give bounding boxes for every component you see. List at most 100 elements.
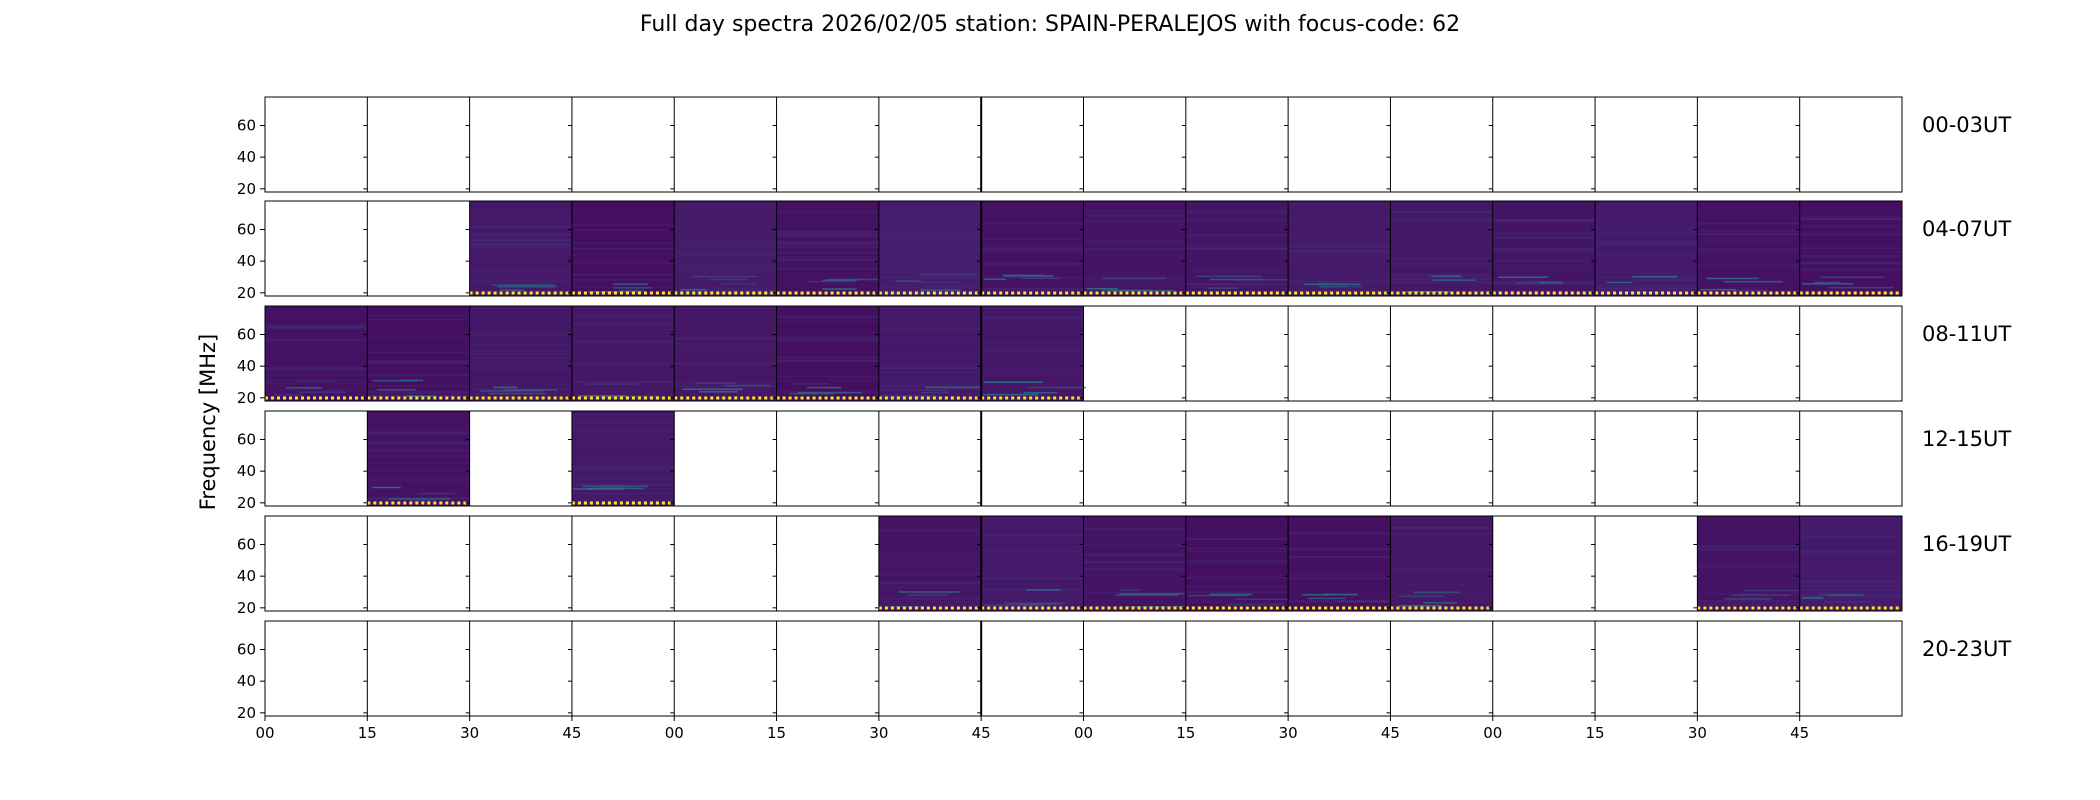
spectrum-streak [1288, 235, 1391, 238]
spectrum-streak [265, 344, 368, 347]
spectrum-streak [1799, 535, 1902, 538]
spectrum-streak [981, 235, 1084, 237]
spectrum-panel [1185, 516, 1293, 611]
spectrum-streak [1390, 262, 1493, 266]
spectrum-streak [776, 268, 879, 270]
spectrum-streak [878, 582, 982, 585]
row-frame [264, 515, 1903, 612]
spectrum-interference [1801, 597, 1824, 599]
y-tick-label: 40 [237, 148, 256, 166]
spectrum-streak [1799, 591, 1902, 594]
spectrum-streak [981, 524, 1084, 527]
spectrum-streak [367, 366, 470, 369]
spectrum-streak [981, 315, 1084, 317]
spectrum-streak [1492, 220, 1596, 223]
spectrum-streak [1083, 554, 1186, 556]
spectrum-streak [367, 427, 470, 430]
spectrum-streak [776, 234, 879, 237]
spectrum-streak [367, 431, 470, 434]
spectrum-streak [1185, 538, 1289, 540]
spectrum-panel [878, 306, 982, 401]
spectrum-interference [1706, 277, 1759, 280]
spectrum-streak [367, 315, 470, 317]
spectrum-streak [1697, 539, 1800, 541]
spectrum-panel [981, 516, 1084, 611]
spectrum-streak [571, 253, 675, 256]
spectrum-streak [1595, 267, 1698, 269]
spectrum-streak [571, 258, 675, 261]
chart-title: Full day spectra 2026/02/05 station: SPA… [639, 12, 1461, 37]
spectrum-streak [469, 225, 572, 229]
spectrum-interference [1125, 606, 1192, 608]
spectrum-streak [571, 363, 675, 366]
spectrum-streak [1697, 603, 1800, 606]
spectrum-background [571, 306, 675, 401]
spectrum-streak [571, 273, 675, 276]
spectrum-streak [367, 318, 470, 321]
spectrum-streak [1595, 272, 1698, 274]
spectrum-streak [1390, 583, 1493, 585]
spectrum-streak [367, 470, 470, 472]
spectrum-streak [367, 363, 470, 365]
spectrum-streak [1288, 555, 1391, 558]
y-tick-label: 60 [237, 536, 256, 554]
spectrum-streak [674, 337, 777, 340]
spectrum-interference [1101, 289, 1153, 292]
spectrum-interference [790, 393, 834, 395]
spectrum-streak [1083, 239, 1186, 242]
spectrum-streak [878, 574, 982, 577]
spectrum-streak [571, 224, 675, 227]
spectrum-streak [1697, 240, 1800, 242]
spectrum-streak [1083, 560, 1186, 564]
y-tick-label: 20 [237, 599, 256, 617]
spectrum-streak [571, 387, 675, 389]
spectrum-streak [1799, 251, 1902, 253]
spectrum-interference [499, 289, 525, 291]
spectrum-interference [807, 386, 842, 389]
spectrum-streak [571, 483, 675, 486]
spectrum-streak [1799, 247, 1902, 249]
spectrum-interference [1432, 279, 1477, 281]
spectrum-streak [1083, 215, 1186, 217]
spectrum-streak [1083, 255, 1186, 258]
spectrum-panel [981, 201, 1084, 296]
spectrum-streak [878, 235, 982, 238]
spectrum-interference [613, 283, 648, 285]
spectrum-streak [1595, 240, 1698, 242]
spectrum-streak [571, 247, 675, 250]
spectrum-streak [571, 459, 675, 462]
spectrum-interference [1619, 291, 1663, 293]
spectrum-streak [1083, 283, 1186, 285]
x-tick-label: 45 [972, 724, 991, 742]
spectrum-streak [571, 476, 675, 479]
spectrum-interference [573, 488, 624, 490]
spectrum-streak [674, 251, 777, 254]
spectrum-streak [469, 344, 572, 346]
spectrum-streak [1083, 210, 1186, 212]
spectrum-streak [878, 232, 982, 235]
spectrum-streak [571, 278, 675, 281]
spectrum-streak [1697, 545, 1800, 548]
spectrum-streak [1799, 225, 1902, 227]
spectrum-interference [480, 390, 545, 392]
spectrum-streak [265, 324, 368, 327]
spectrum-streak [1595, 287, 1698, 290]
spectrum-streak [776, 230, 879, 232]
spectrum-interference [1820, 276, 1885, 279]
spectrum-streak [1390, 578, 1493, 580]
spectrum-streak [776, 315, 879, 318]
spectrum-streak [776, 246, 879, 249]
spectrum-streak [1288, 558, 1391, 561]
spectrum-interference [895, 280, 922, 282]
spectrum-streak [981, 554, 1084, 557]
row-frame [264, 410, 1903, 507]
spectrum-streak [1390, 600, 1493, 603]
x-tick-label: 45 [1381, 724, 1400, 742]
spectrum-streak [674, 386, 777, 389]
spectrum-streak [1288, 250, 1391, 253]
spectrum-streak [265, 379, 368, 382]
spectrum-streak [1288, 212, 1391, 215]
spectrum-streak [571, 316, 675, 319]
spectrum-interference [918, 281, 959, 284]
spectrum-streak [469, 365, 572, 367]
